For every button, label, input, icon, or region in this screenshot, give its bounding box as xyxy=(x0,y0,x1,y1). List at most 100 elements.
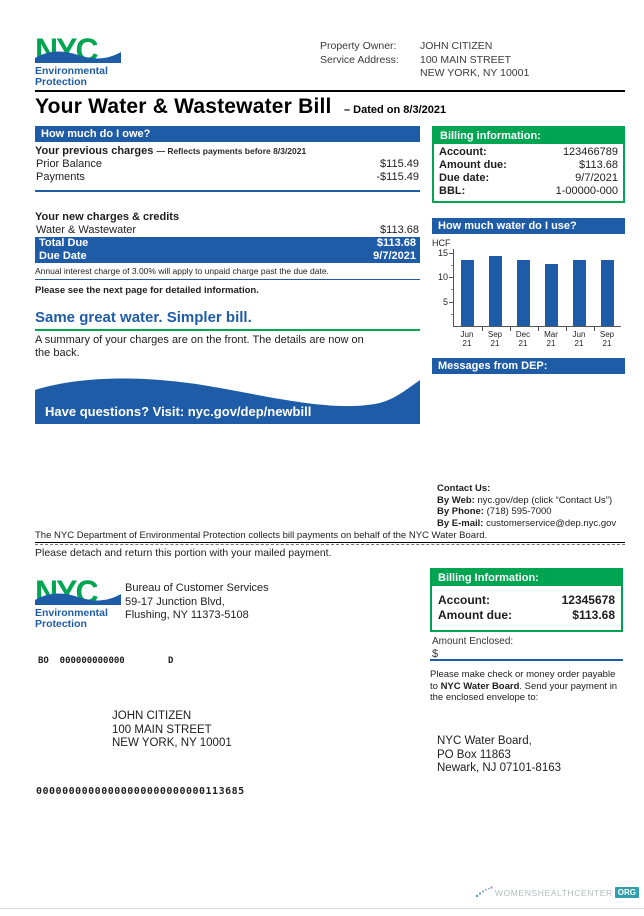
watermark-org-badge: ORG xyxy=(614,887,639,898)
logo-env-label: Environmental xyxy=(35,607,108,619)
amount-due-label: Amount due: xyxy=(439,159,507,171)
usage-chart-labels: Jun 21 Sep 21 Dec 21 Mar 21 Jun 21 Sep 21 xyxy=(453,327,621,348)
due-date-value: 9/7/2021 xyxy=(373,250,416,262)
usage-chart-bars xyxy=(453,249,621,331)
new-charges-title: Your new charges & credits xyxy=(35,211,180,223)
amount-enclosed-currency: $ xyxy=(432,648,439,660)
nyc-dep-logo: NYC Environmental Protection xyxy=(35,34,130,88)
row-value: $115.49 xyxy=(380,158,419,170)
usage-chart-yaxis: 5 10 15 xyxy=(432,248,454,327)
detach-solid-line xyxy=(35,542,625,543)
row-value: $113.68 xyxy=(380,224,419,236)
amount-enclosed-field: Amount Enclosed: $ xyxy=(432,636,513,660)
billing-info-header: Billing information: xyxy=(434,128,623,144)
payee-city: Newark, NJ 07101-8163 xyxy=(437,762,562,774)
owner-name: JOHN CITIZEN xyxy=(420,40,493,52)
promo-title: Same great water. Simpler bill. xyxy=(35,309,252,326)
owe-section-header: How much do I owe? xyxy=(35,126,420,142)
contact-web-label: By Web: xyxy=(437,494,475,506)
section-divider xyxy=(35,190,420,192)
promo-underline xyxy=(35,329,420,331)
collects-note: The NYC Department of Environmental Prot… xyxy=(35,530,488,541)
promo-body: A summary of your charges are on the fro… xyxy=(35,334,364,359)
due-date-label: Due date: xyxy=(439,172,490,184)
usage-y-tick: 10 xyxy=(437,272,448,283)
bureau-line3: Flushing, NY 11373-5108 xyxy=(125,609,249,621)
amount-enclosed-label: Amount Enclosed: xyxy=(432,636,514,647)
amount-enclosed-divider xyxy=(430,659,623,661)
payee-pobox: PO Box 11863 xyxy=(437,748,511,761)
bbl-label: BBL: xyxy=(439,185,466,197)
contact-block: Contact Us: By Web: nyc.gov/dep (click “… xyxy=(437,483,627,529)
messages-section-header: Messages from DEP: xyxy=(432,358,625,374)
usage-y-tick: 5 xyxy=(442,296,448,307)
logo-prot-label: Protection xyxy=(35,76,87,88)
bill-date: – Dated on 8/3/2021 xyxy=(344,104,447,116)
title-block: Your Water & Wastewater Bill – Dated on … xyxy=(35,95,625,119)
thin-divider xyxy=(35,279,420,280)
amount-due-label: Amount due: xyxy=(438,608,512,622)
next-page-note: Please see the next page for detailed in… xyxy=(35,285,259,296)
payments-row: Payments -$115.49 xyxy=(35,171,420,184)
check-note-pre: Please make check or money order payable… xyxy=(430,669,616,692)
check-note-post: . Send your payment in the enclosed enve… xyxy=(430,680,618,704)
logo-prot-label: Protection xyxy=(35,618,87,630)
total-due-value: $113.68 xyxy=(376,237,416,249)
contact-web-line: By Web: nyc.gov/dep (click “Contact Us”) xyxy=(437,495,627,507)
owner-block: Property Owner: Service Address: JOHN CI… xyxy=(320,40,529,81)
recipient-name: JOHN CITIZEN xyxy=(112,710,192,722)
previous-charges-label: Your previous charges xyxy=(35,145,154,157)
detach-section: The NYC Department of Environmental Prot… xyxy=(35,530,625,559)
service-address-line1: 100 MAIN STREET xyxy=(420,53,512,66)
contact-email-label: By E-mail: xyxy=(437,517,484,529)
usage-bar xyxy=(489,256,503,326)
service-address-label: Service Address: xyxy=(320,53,399,66)
previous-charges-title: Your previous charges — Reflects payment… xyxy=(35,145,420,158)
account-row: Account: 123466789 xyxy=(439,146,618,159)
usage-bar xyxy=(572,260,586,326)
row-value: -$115.49 xyxy=(376,171,419,183)
contact-email-line: By E-mail: customerservice@dep.nyc.gov xyxy=(437,518,627,530)
recipient-address: JOHN CITIZEN 100 MAIN STREET NEW YORK, N… xyxy=(112,710,232,751)
usage-x-label: Mar 21 xyxy=(544,330,558,348)
watermark: WOMENSHEALTHCENTER ORG xyxy=(475,886,639,899)
account-value: 123466789 xyxy=(562,146,618,158)
property-owner-label: Property Owner: xyxy=(320,40,397,52)
wave-shape-icon xyxy=(35,378,420,424)
bbl-row: BBL: 1-00000-000 xyxy=(439,185,618,198)
logo-env-label: Environmental xyxy=(35,65,108,77)
amount-due-row: Amount due: $113.68 xyxy=(439,159,618,172)
usage-x-label: Dec 21 xyxy=(515,330,531,348)
usage-x-label: Sep 21 xyxy=(487,330,503,348)
chart-y-axis-label: HCF xyxy=(432,238,451,248)
amount-due-value: $113.68 xyxy=(579,159,618,171)
bureau-line2: 59-17 Junction Blvd, xyxy=(125,595,225,608)
usage-bar xyxy=(544,264,558,326)
nyc-logo-wave-icon xyxy=(35,593,121,605)
contact-title: Contact Us: xyxy=(437,483,491,494)
due-date-label: Due Date xyxy=(39,250,87,262)
billing-info-box: Billing information: Account: 123466789 … xyxy=(432,126,625,203)
amount-due-value: $113.68 xyxy=(572,608,615,622)
scanline-code: BO 000000000000 D xyxy=(38,656,174,666)
usage-chart: HCF 5 10 15 Jun 21 Sep 21 Dec 21 Mar 21 Jun 21 Sep 21 xyxy=(432,238,625,348)
watermark-text: WOMENSHEALTHCENTER xyxy=(494,887,613,898)
prior-balance-row: Prior Balance $115.49 xyxy=(35,158,420,171)
due-date-value: 9/7/2021 xyxy=(575,172,618,184)
interest-note: Annual interest charge of 3.00% will app… xyxy=(35,266,329,276)
questions-banner: Have questions? Visit: nyc.gov/dep/newbi… xyxy=(35,374,420,424)
usage-section-header: How much water do I use? xyxy=(432,218,625,234)
check-instructions: Please make check or money order payable… xyxy=(430,669,620,704)
dotted-swoosh-icon xyxy=(475,886,493,898)
bureau-address: Bureau of Customer Services 59-17 Juncti… xyxy=(125,582,269,623)
left-column: How much do I owe? Your previous charges… xyxy=(35,126,420,424)
service-address-line2: NEW YORK, NY 10001 xyxy=(420,67,530,79)
account-label: Account: xyxy=(438,593,490,607)
account-row: Account: 12345678 xyxy=(438,593,615,608)
total-due-row: Total Due $113.68 xyxy=(35,237,420,250)
page-title: Your Water & Wastewater Bill xyxy=(35,95,332,118)
check-note-payee: NYC Water Board xyxy=(440,680,520,692)
contact-phone-label: By Phone: xyxy=(437,506,484,517)
row-label: Water & Wastewater xyxy=(36,224,137,236)
